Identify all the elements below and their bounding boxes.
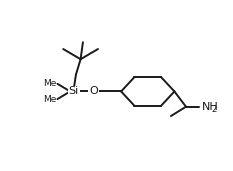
Text: Me: Me	[43, 95, 56, 104]
Text: O: O	[89, 86, 98, 96]
Text: NH: NH	[202, 102, 218, 112]
Text: 2: 2	[212, 105, 217, 114]
Text: Me: Me	[43, 79, 56, 88]
Text: Si: Si	[69, 86, 79, 96]
